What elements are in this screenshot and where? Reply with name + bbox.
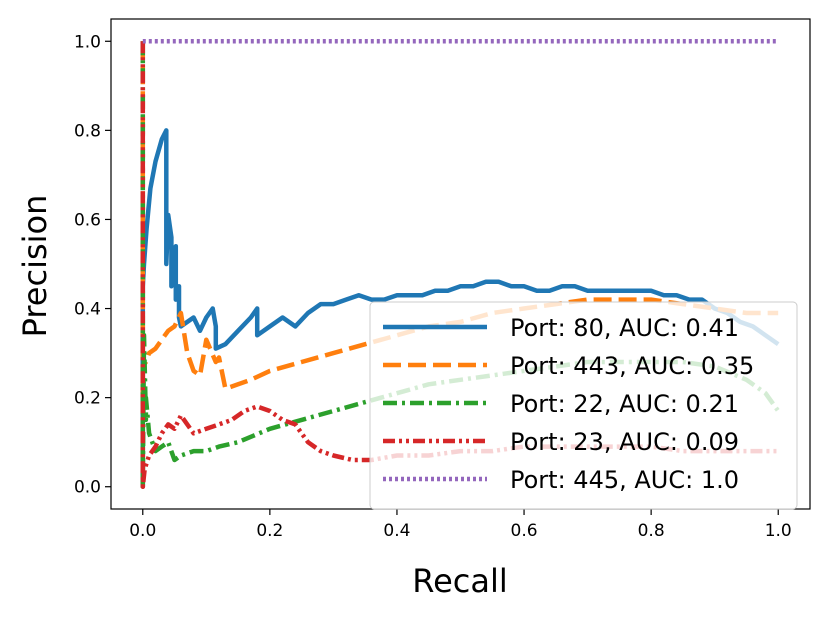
x-tick-label: 0.6 <box>511 521 538 541</box>
x-tick-label: 1.0 <box>765 521 792 541</box>
y-axis-title: Precision <box>16 195 54 338</box>
y-tick-label: 0.0 <box>74 478 101 498</box>
x-tick-label: 0.4 <box>383 521 410 541</box>
legend-label-2: Port: 22, AUC: 0.21 <box>510 390 739 418</box>
legend-label-0: Port: 80, AUC: 0.41 <box>510 314 739 342</box>
y-tick-label: 0.8 <box>74 121 101 141</box>
legend-label-1: Port: 443, AUC: 0.35 <box>510 352 754 380</box>
legend-label-4: Port: 445, AUC: 1.0 <box>510 466 739 494</box>
y-tick-label: 0.4 <box>74 300 101 320</box>
series-line-1 <box>140 41 779 400</box>
x-axis-ticks: 0.0 0.2 0.4 0.6 0.8 1.0 <box>129 509 792 541</box>
y-tick-label: 1.0 <box>74 32 101 52</box>
legend: Port: 80, AUC: 0.41 Port: 443, AUC: 0.35 P… <box>369 301 798 510</box>
x-tick-label: 0.2 <box>256 521 283 541</box>
x-tick-label: 0.8 <box>638 521 665 541</box>
legend-box <box>369 301 798 510</box>
x-tick-label: 0.0 <box>129 521 156 541</box>
series-line-0 <box>140 128 780 487</box>
y-tick-label: 0.2 <box>74 389 101 409</box>
x-axis-title: Recall <box>412 562 507 600</box>
series-line-2 <box>140 41 781 489</box>
legend-label-3: Port: 23, AUC: 0.09 <box>510 428 739 456</box>
y-tick-label: 0.6 <box>74 210 101 230</box>
y-axis-ticks: 0.0 0.2 0.4 0.6 0.8 1.0 <box>74 32 111 498</box>
